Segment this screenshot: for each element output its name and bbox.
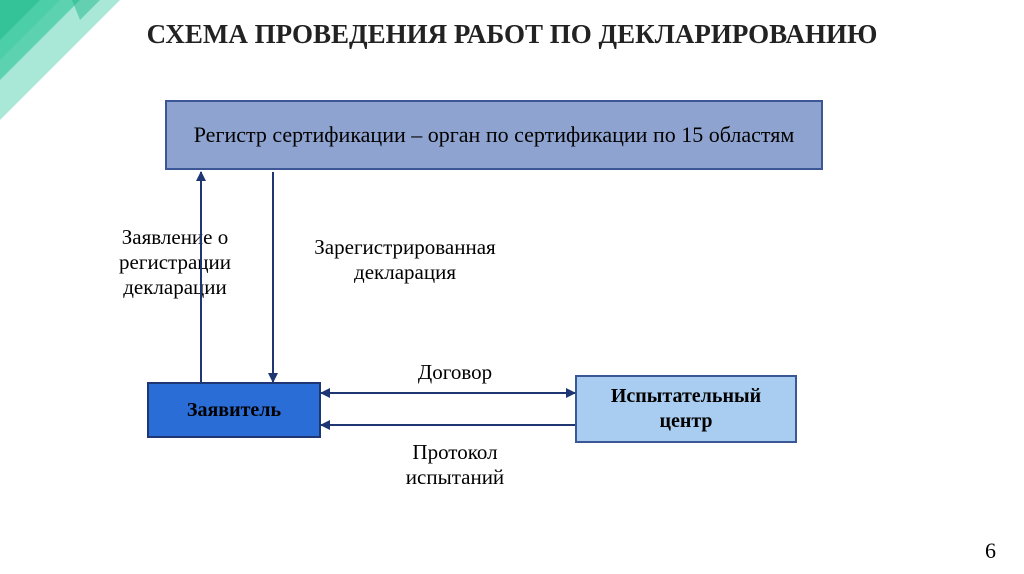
node-test-center-text: Испытательный центр bbox=[587, 384, 785, 434]
node-applicant-text: Заявитель bbox=[187, 398, 281, 423]
edge-label-registered: Зарегистрированная декларация bbox=[290, 235, 520, 285]
node-register-text: Регистр сертификации – орган по сертифик… bbox=[194, 121, 795, 149]
edge-label-protocol: Протокол испытаний bbox=[380, 440, 530, 490]
node-register: Регистр сертификации – орган по сертифик… bbox=[165, 100, 823, 170]
page-title: СХЕМА ПРОВЕДЕНИЯ РАБОТ ПО ДЕКЛАРИРОВАНИЮ bbox=[0, 18, 1024, 50]
edge-label-application: Заявление о регистрации декларации bbox=[100, 225, 250, 301]
page-number: 6 bbox=[985, 538, 996, 564]
edge-label-contract: Договор bbox=[395, 360, 515, 385]
node-applicant: Заявитель bbox=[147, 382, 321, 438]
node-test-center: Испытательный центр bbox=[575, 375, 797, 443]
